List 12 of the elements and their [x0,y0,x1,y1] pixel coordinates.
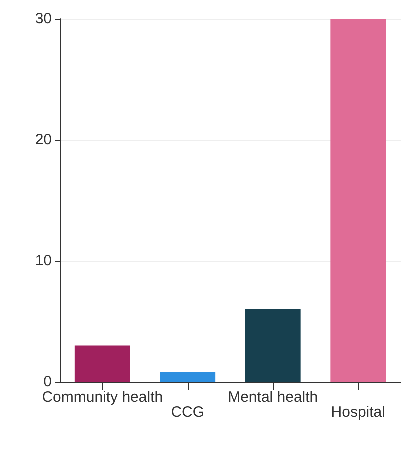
x-tick-label: Community health [42,389,164,406]
x-tick-label: Mental health [228,389,318,406]
y-tick-label: 10 [35,252,52,270]
x-tick-label: CCG [171,404,205,421]
x-tick-label: Hospital [331,404,386,421]
y-tick-label: 30 [35,10,52,28]
y-tick-label: 20 [35,132,52,148]
bar [74,346,130,382]
y-tick-label: 0 [44,374,52,390]
bar [245,309,301,382]
bar [330,19,386,382]
bar [160,372,216,382]
